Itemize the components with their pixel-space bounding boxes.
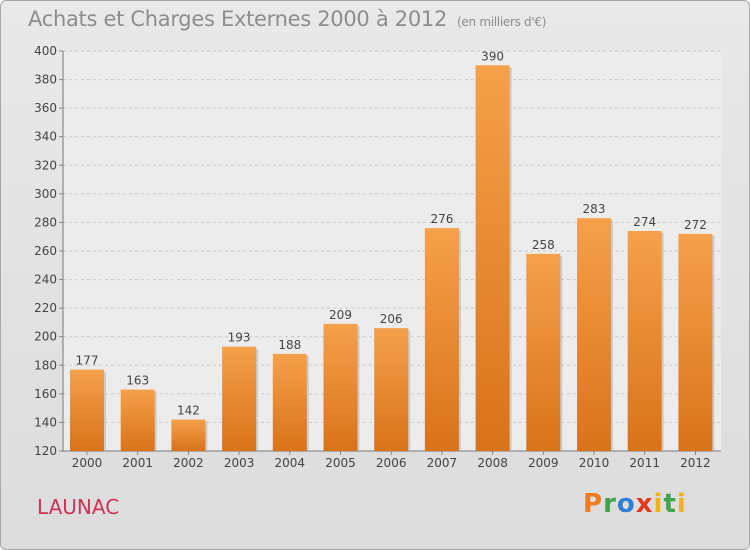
bar-value-label: 276: [430, 212, 453, 226]
bar: [374, 328, 409, 451]
x-tick-label: 2008: [477, 456, 508, 470]
y-tick-label: 240: [34, 273, 57, 287]
y-tick-label: 320: [34, 158, 57, 172]
x-tick-label: 2006: [376, 456, 407, 470]
x-tick-label: 2005: [325, 456, 356, 470]
y-tick-label: 300: [34, 187, 57, 201]
bar-value-label: 272: [684, 218, 707, 232]
y-tick-label: 200: [34, 330, 57, 344]
chart-title: Achats et Charges Externes 2000 à 2012 (e…: [28, 7, 546, 31]
chart-title-text: Achats et Charges Externes 2000 à 2012: [28, 7, 448, 31]
bar: [424, 228, 459, 451]
bar-value-label: 274: [633, 215, 656, 229]
x-tick-label: 2011: [629, 456, 660, 470]
y-tick-label: 120: [34, 444, 57, 458]
x-tick-label: 2007: [427, 456, 458, 470]
bar: [678, 233, 713, 451]
x-tick-label: 2002: [173, 456, 204, 470]
bar: [577, 218, 611, 451]
bar: [475, 65, 510, 452]
bar-value-label: 188: [278, 338, 301, 352]
proxiti-logo: Proxiti: [583, 489, 687, 519]
bar-value-label: 209: [329, 308, 352, 322]
bar-value-label: 258: [532, 238, 555, 252]
bar-value-label: 163: [126, 374, 149, 388]
x-tick-label: 2009: [528, 456, 559, 470]
y-tick-label: 260: [34, 244, 57, 258]
bar-value-label: 206: [380, 312, 403, 326]
bar: [120, 389, 155, 451]
bar-value-label: 283: [583, 202, 606, 216]
bar: [171, 419, 206, 451]
bar: [627, 231, 662, 451]
x-tick-label: 2003: [224, 456, 255, 470]
x-tick-label: 2004: [275, 456, 306, 470]
y-tick-label: 280: [34, 215, 57, 229]
y-tick-label: 180: [34, 358, 57, 372]
bar: [272, 353, 307, 451]
bar: [526, 253, 561, 451]
y-tick-label: 400: [34, 44, 57, 58]
x-tick-label: 2010: [579, 456, 610, 470]
y-tick-label: 380: [34, 73, 57, 87]
x-tick-label: 2001: [122, 456, 153, 470]
y-tick-label: 160: [34, 387, 57, 401]
bar-value-label: 142: [177, 404, 200, 418]
y-tick-label: 360: [34, 101, 57, 115]
bar: [323, 323, 358, 451]
bar-value-label: 193: [228, 331, 251, 345]
x-tick-label: 2012: [680, 456, 711, 470]
y-tick-label: 140: [34, 415, 57, 429]
x-tick-label: 2000: [72, 456, 103, 470]
bar-value-label: 177: [76, 354, 99, 368]
bar: [70, 369, 104, 451]
bar: [222, 346, 257, 451]
y-tick-label: 220: [34, 301, 57, 315]
chart-unit: (en milliers d'€): [457, 15, 547, 29]
y-tick-label: 340: [34, 130, 57, 144]
bar-value-label: 390: [481, 49, 504, 63]
place-name: LAUNAC: [37, 495, 120, 519]
